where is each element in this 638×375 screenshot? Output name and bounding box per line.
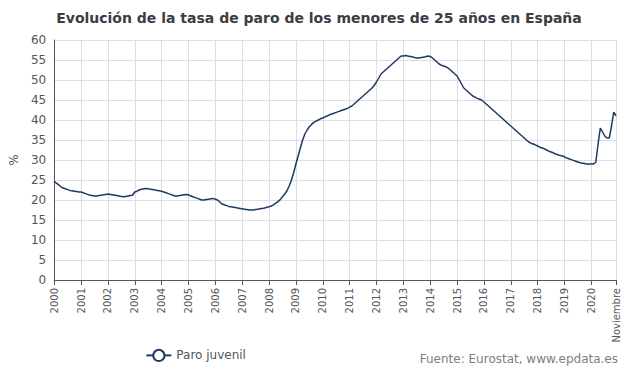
svg-text:Noviembre: Noviembre: [611, 288, 622, 343]
svg-text:30: 30: [31, 153, 46, 167]
svg-text:Paro juvenil: Paro juvenil: [176, 348, 246, 362]
svg-text:2020: 2020: [586, 288, 597, 313]
svg-text:2013: 2013: [398, 288, 409, 313]
svg-text:2016: 2016: [478, 288, 489, 313]
svg-text:Evolución de la tasa de paro d: Evolución de la tasa de paro de los meno…: [56, 10, 582, 26]
svg-text:2011: 2011: [344, 288, 355, 313]
svg-text:2019: 2019: [559, 288, 570, 313]
svg-text:2007: 2007: [237, 288, 248, 313]
svg-text:Fuente: Eurostat, www.epdata.e: Fuente: Eurostat, www.epdata.es: [420, 352, 618, 366]
svg-text:%: %: [7, 154, 21, 165]
svg-text:55: 55: [31, 53, 46, 67]
svg-text:2017: 2017: [505, 288, 516, 313]
svg-text:2004: 2004: [156, 288, 167, 313]
svg-text:2002: 2002: [102, 288, 113, 313]
svg-text:40: 40: [31, 113, 46, 127]
svg-text:50: 50: [31, 73, 46, 87]
svg-text:35: 35: [31, 133, 46, 147]
svg-text:60: 60: [31, 33, 46, 47]
svg-text:2014: 2014: [425, 288, 436, 313]
svg-text:2003: 2003: [129, 288, 140, 313]
svg-text:2012: 2012: [371, 288, 382, 313]
svg-text:2008: 2008: [264, 288, 275, 313]
svg-text:2018: 2018: [532, 288, 543, 313]
svg-text:10: 10: [31, 233, 46, 247]
svg-text:2009: 2009: [290, 288, 301, 313]
svg-text:5: 5: [39, 253, 47, 267]
svg-text:2010: 2010: [317, 288, 328, 313]
svg-text:2001: 2001: [76, 288, 87, 313]
svg-text:2015: 2015: [452, 288, 463, 313]
svg-text:15: 15: [31, 213, 46, 227]
svg-text:20: 20: [31, 193, 46, 207]
svg-text:0: 0: [39, 273, 47, 287]
svg-text:2000: 2000: [49, 288, 60, 313]
svg-text:2006: 2006: [210, 288, 221, 313]
svg-text:25: 25: [31, 173, 46, 187]
svg-text:45: 45: [31, 93, 46, 107]
svg-text:2005: 2005: [183, 288, 194, 313]
